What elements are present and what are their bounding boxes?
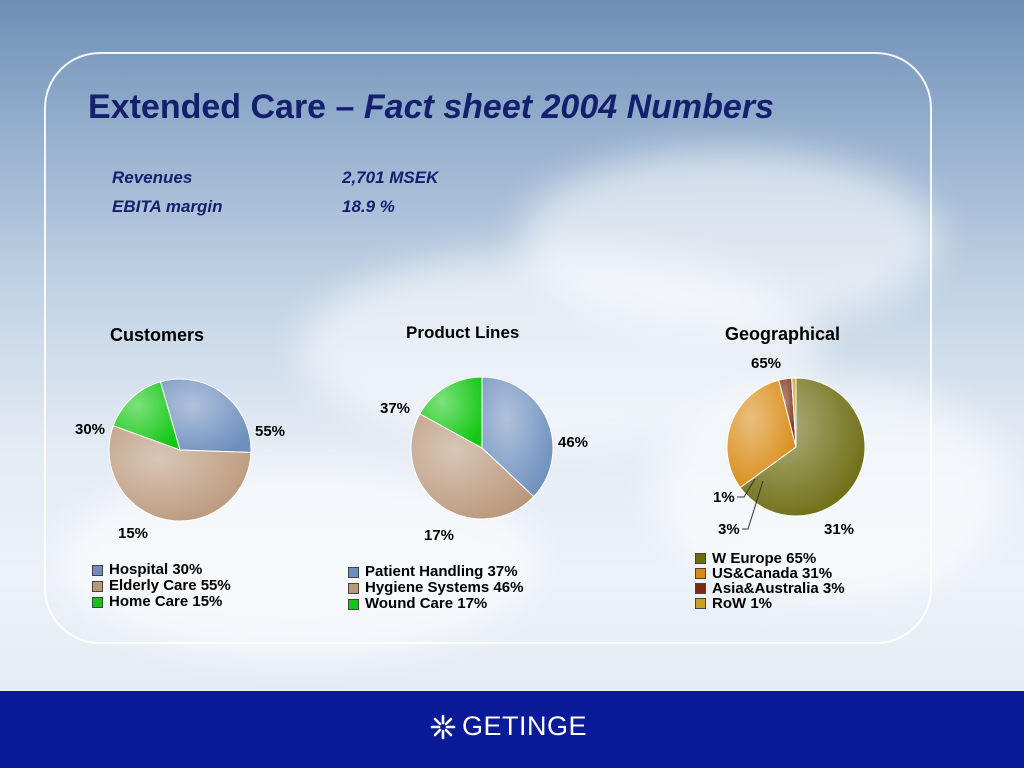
revenues-value: 2,701 MSEK <box>342 168 439 187</box>
legend-label: Asia&Australia 3% <box>712 580 845 597</box>
page-title: Extended Care – Fact sheet 2004 Numbers <box>88 88 774 127</box>
pie-slice-shading <box>482 377 553 497</box>
pct-label-patient-handling: 37% <box>380 400 411 417</box>
legend-swatch <box>348 598 359 610</box>
pct-label-asia-australia: 3% <box>718 521 740 538</box>
pct-label-home-care: 15% <box>118 525 149 542</box>
legend-label: RoW 1% <box>712 595 772 612</box>
pct-label-row: 1% <box>713 489 735 506</box>
revenues-label: Revenues <box>112 168 193 187</box>
pie-slice-shading <box>108 425 251 521</box>
geographical-legend: W Europe 65% US&Canada 31% Asia&Australi… <box>695 551 845 611</box>
legend-label: Hospital 30% <box>109 561 203 578</box>
ebita-label: EBITA margin <box>112 197 223 216</box>
geographical-chart-title: Geographical <box>725 324 841 344</box>
legend-swatch <box>695 568 706 579</box>
pct-label-hospital: 30% <box>75 421 106 438</box>
legend-item: Elderly Care 55% <box>92 578 231 594</box>
legend-label: W Europe 65% <box>712 550 817 567</box>
legend-item: Home Care 15% <box>92 594 231 610</box>
pct-label-us-canada: 31% <box>824 521 855 538</box>
pie-slice-shading <box>419 377 482 448</box>
legend-item: Hygiene Systems 46% <box>348 580 523 596</box>
logo-mark-icon <box>430 714 456 739</box>
title-main: Extended Care – <box>88 88 364 126</box>
product-lines-legend: Patient Handling 37% Hygiene Systems 46%… <box>348 564 523 612</box>
legend-swatch <box>92 564 103 576</box>
pct-label-wound-care: 17% <box>424 527 455 544</box>
product-lines-pie <box>410 376 554 520</box>
legend-item: W Europe 65% <box>695 551 845 566</box>
pct-label-w-europe: 65% <box>751 355 782 372</box>
customers-legend: Hospital 30% Elderly Care 55% Home Care … <box>92 562 231 610</box>
leader-line-row <box>737 478 756 498</box>
legend-swatch <box>348 582 359 594</box>
pct-label-elderly-care: 55% <box>255 423 286 440</box>
legend-swatch <box>92 580 103 592</box>
legend-swatch <box>695 583 706 594</box>
pie-slice-shading <box>740 378 865 516</box>
footer-bar <box>0 691 1024 768</box>
pie-slice-shading <box>727 380 796 488</box>
legend-item: Hospital 30% <box>92 562 231 578</box>
title-italic: Fact sheet 2004 Numbers <box>363 88 774 126</box>
legend-item: Asia&Australia 3% <box>695 581 845 596</box>
pie-slice-shading <box>410 413 534 519</box>
legend-swatch <box>695 553 706 564</box>
ebita-value: 18.9 % <box>342 197 395 216</box>
customers-pie <box>108 378 252 522</box>
pie-slice-shading <box>791 378 796 447</box>
pct-label-hygiene-systems: 46% <box>558 434 589 451</box>
legend-label: US&Canada 31% <box>712 565 833 582</box>
pie-slice-shading <box>778 378 796 447</box>
legend-swatch <box>348 566 359 578</box>
legend-label: Elderly Care 55% <box>109 577 231 594</box>
legend-label: Patient Handling 37% <box>365 563 518 580</box>
customers-chart-title: Customers <box>110 325 205 345</box>
legend-label: Wound Care 17% <box>365 595 488 612</box>
legend-item: Patient Handling 37% <box>348 564 523 580</box>
legend-swatch <box>92 596 103 608</box>
leader-line-asia-australia <box>742 480 764 530</box>
content-frame <box>44 52 932 644</box>
legend-item: Wound Care 17% <box>348 596 523 612</box>
legend-item: RoW 1% <box>695 596 845 611</box>
legend-swatch <box>695 598 706 609</box>
getinge-logo: GETINGE <box>430 711 587 742</box>
pie-slice-shading <box>160 379 251 453</box>
logo-text: GETINGE <box>462 711 588 741</box>
legend-item: US&Canada 31% <box>695 566 845 581</box>
legend-label: Hygiene Systems 46% <box>365 579 524 596</box>
pie-slice-shading <box>113 381 180 450</box>
geographical-pie <box>726 377 866 517</box>
legend-label: Home Care 15% <box>109 593 223 610</box>
product-lines-chart-title: Product Lines <box>406 323 520 342</box>
